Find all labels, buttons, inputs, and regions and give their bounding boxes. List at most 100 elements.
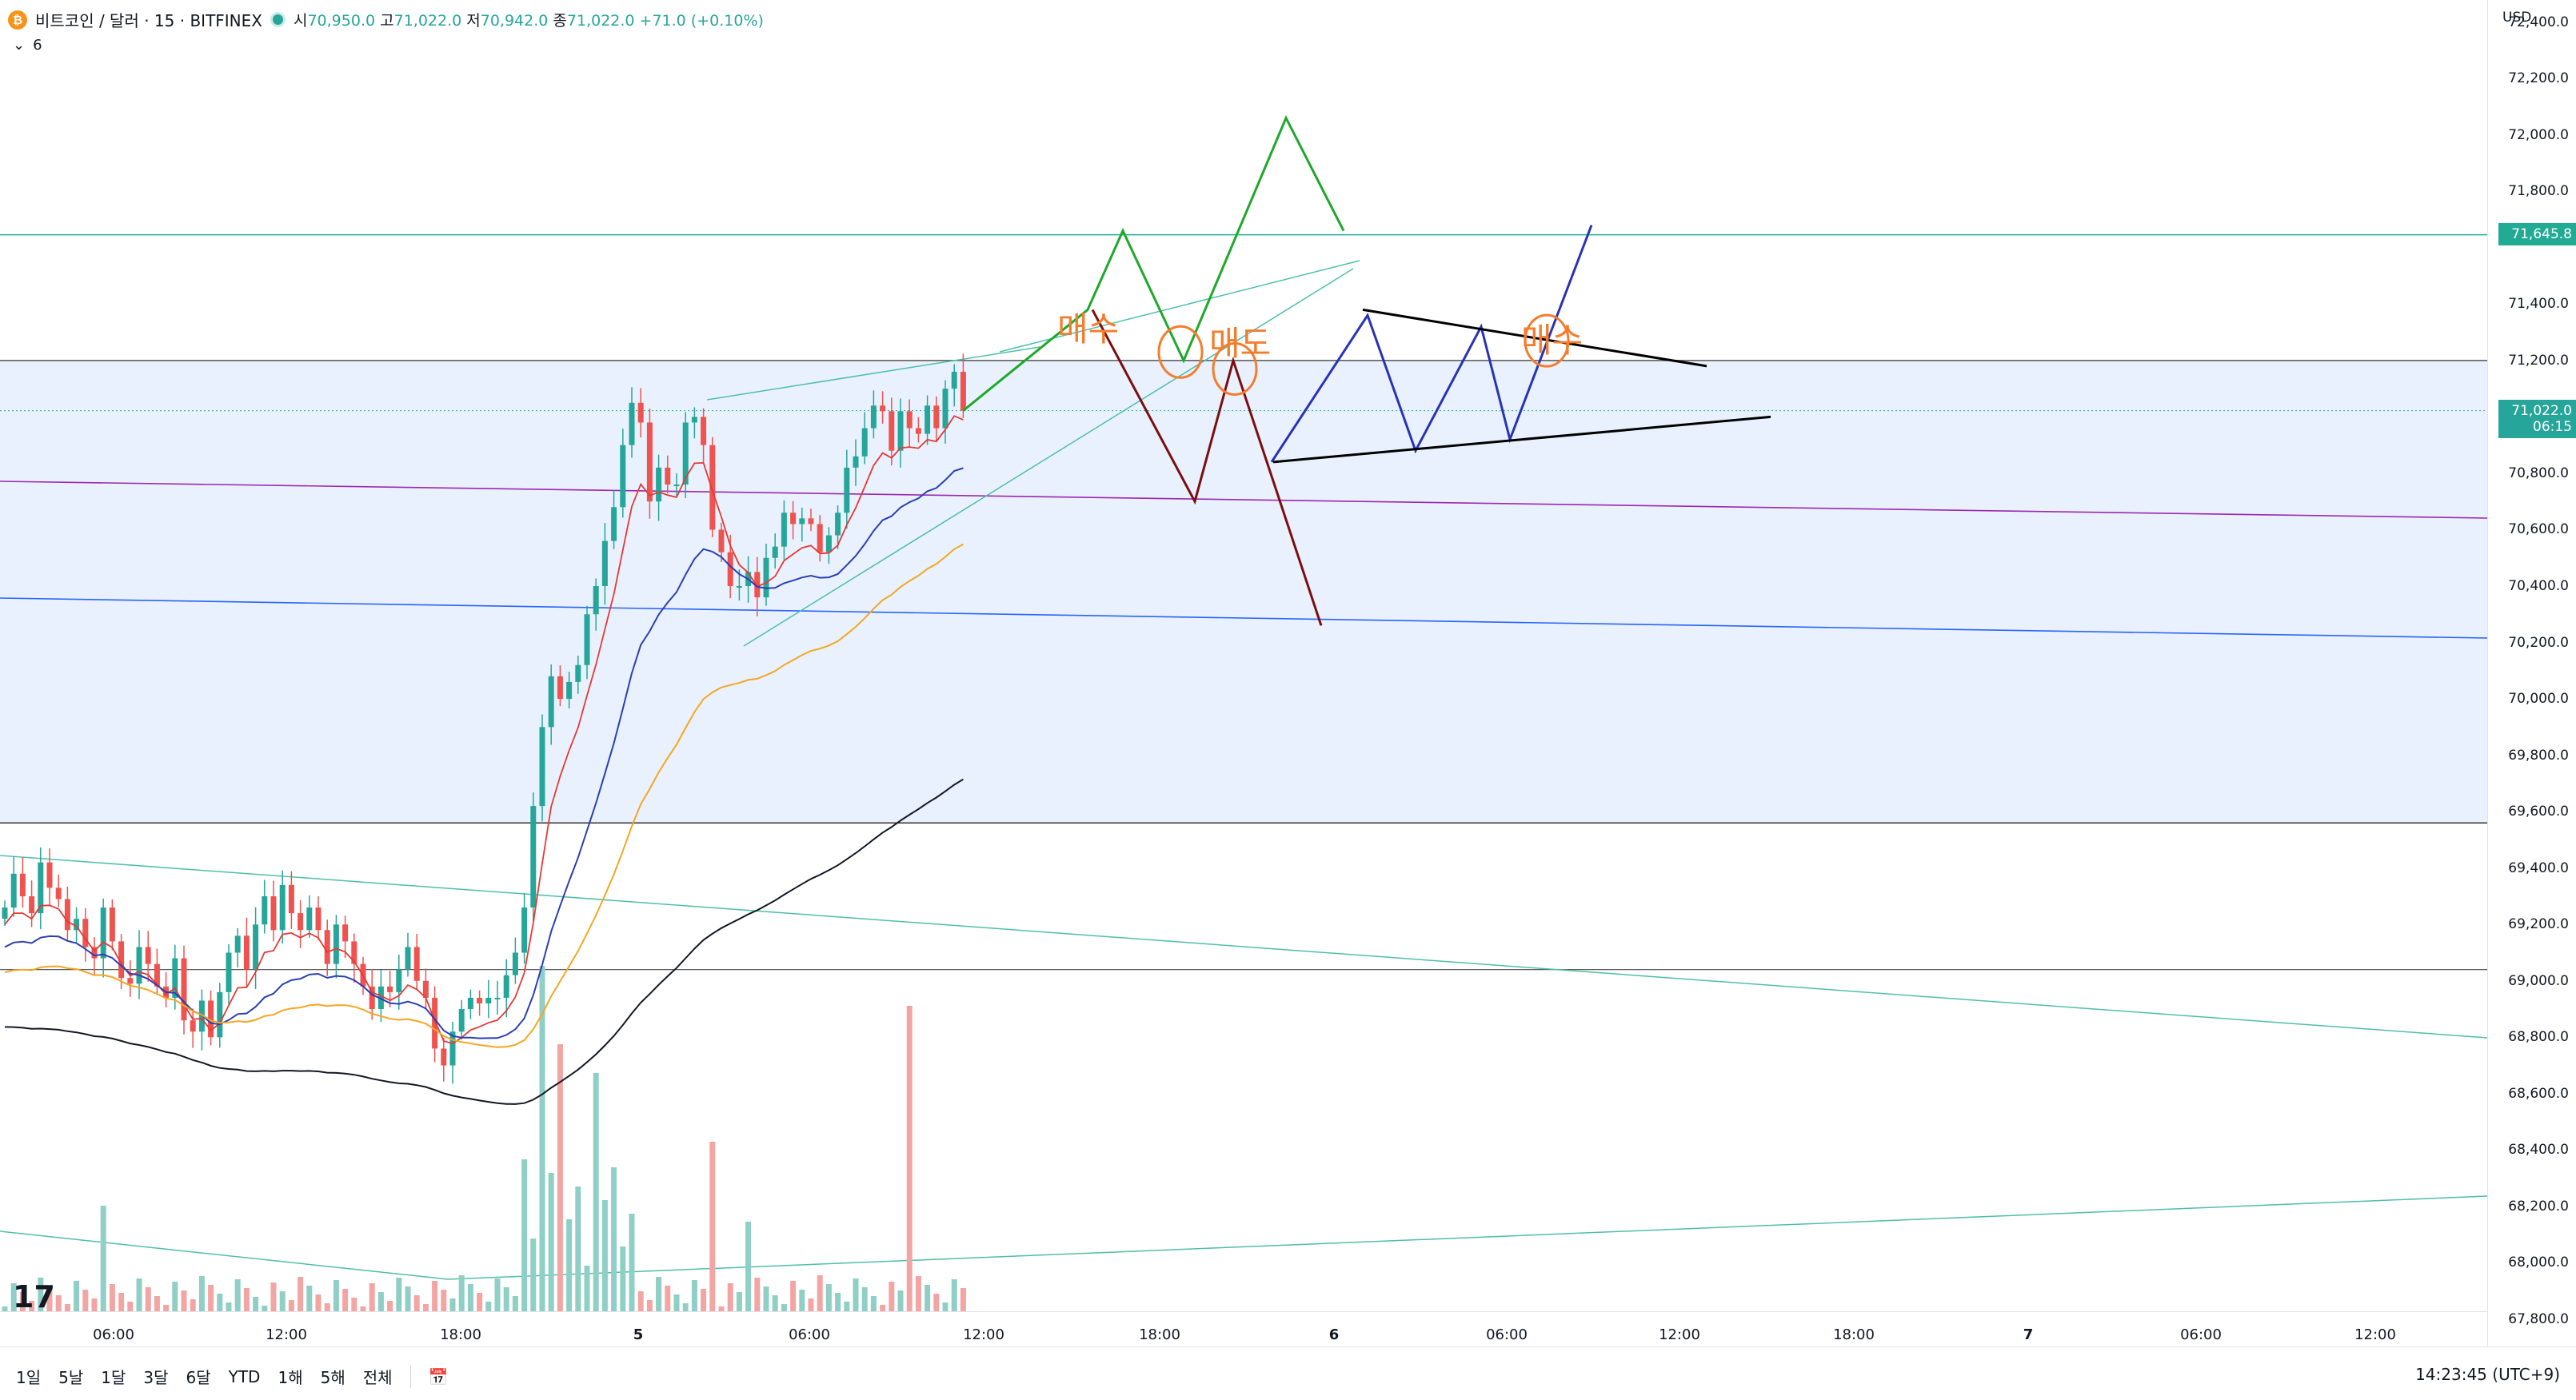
volume-bar	[351, 1298, 357, 1311]
candle-body	[593, 586, 599, 615]
range-button[interactable]: 전체	[362, 1368, 393, 1387]
time-tick-label: 06:00	[789, 1326, 830, 1343]
volume-bar	[270, 1282, 277, 1311]
time-axis[interactable]: 06:00 12:00 18:00 5 06:00 12:00 18:00 6 06:00 12:…	[0, 1311, 2487, 1347]
volume-bar	[432, 1281, 438, 1311]
range-button[interactable]: 1일	[16, 1368, 42, 1387]
volume-bar	[262, 1306, 268, 1311]
price-tick-label: 68,200.0	[2508, 1198, 2569, 1215]
trendline-blue	[0, 597, 2487, 639]
candle-body	[181, 958, 187, 1021]
price-axis[interactable]: USD 72,400.0 72,200.0 72,000.0 71,800.0 71,4…	[2487, 0, 2576, 1399]
range-button[interactable]: 5해	[320, 1368, 345, 1387]
candle-body	[754, 572, 761, 598]
chart-area[interactable]: ₿ 비트코인 / 달러 · 15 · BITFINEX 시70,950.0 고7…	[0, 0, 2487, 1311]
triangle-upper-line	[1362, 308, 1707, 368]
range-button[interactable]: 3달	[143, 1368, 169, 1387]
volume-bar	[915, 1276, 921, 1311]
candle-body	[629, 402, 635, 445]
candle-body	[503, 975, 509, 998]
tradingview-logo[interactable]: 17	[13, 1279, 55, 1311]
candle-body	[253, 924, 259, 970]
time-tick-label: 18:00	[440, 1326, 481, 1343]
volume-bar	[19, 1292, 26, 1311]
volume-bar	[315, 1294, 322, 1311]
volume-bar	[10, 1283, 17, 1311]
volume-bar	[691, 1280, 697, 1311]
volume-bar	[74, 1281, 80, 1311]
candle-body	[377, 986, 384, 1010]
volume-bar	[234, 1279, 241, 1311]
candle-body	[64, 899, 70, 931]
range-button[interactable]: YTD	[228, 1366, 261, 1386]
volume-bar	[861, 1287, 868, 1311]
candle-body	[727, 552, 733, 587]
volume-bar	[55, 1295, 62, 1311]
price-tick-label: 72,200.0	[2508, 70, 2569, 87]
candle-body	[387, 986, 393, 992]
candle-body	[422, 980, 429, 998]
volume-bar	[163, 1305, 170, 1311]
candle-body	[288, 884, 294, 914]
channel-upper	[706, 346, 1040, 401]
volume-bar	[951, 1279, 957, 1311]
volume-bar	[396, 1278, 402, 1311]
candle-body	[467, 997, 473, 1010]
indicator-toggle[interactable]: ⌄ 6	[13, 37, 42, 54]
trendline-teal-down	[0, 855, 2487, 1039]
volume-bar	[136, 1278, 142, 1311]
candle-body	[82, 919, 89, 947]
volume-bar	[449, 1298, 456, 1311]
range-button[interactable]: 1달	[101, 1368, 126, 1387]
candle-body	[682, 422, 689, 485]
highlight-zone	[0, 360, 2487, 824]
volume-bar	[458, 1275, 465, 1311]
volume-bar	[906, 1006, 913, 1311]
volume-bar	[369, 1283, 375, 1311]
volume-bar	[243, 1288, 250, 1311]
candle-body	[906, 411, 913, 429]
volume-bar	[333, 1280, 339, 1311]
volume-bar	[38, 1278, 44, 1311]
candle-body	[808, 518, 814, 525]
volume-bar	[226, 1302, 232, 1311]
candle-body	[601, 540, 608, 587]
candle-body	[530, 806, 537, 908]
trendline-teal-low	[0, 1230, 449, 1280]
volume-bar	[172, 1282, 178, 1311]
candle-body	[109, 907, 115, 942]
currency-button[interactable]: USD	[2502, 10, 2532, 26]
volume-bar	[673, 1294, 680, 1311]
volume-bar	[181, 1290, 187, 1311]
sell-annotation: 매도	[1209, 324, 1272, 363]
volume-bar	[933, 1294, 940, 1311]
buy-annotation-1: 매수	[1057, 309, 1120, 349]
volume-bar	[198, 1276, 205, 1311]
symbol-title[interactable]: 비트코인 / 달러 · 15 · BITFINEX	[35, 11, 262, 30]
range-button[interactable]: 6달	[186, 1368, 211, 1387]
volume-bar	[29, 1301, 35, 1311]
ohlc-key: 저	[466, 12, 481, 30]
chevron-down-icon[interactable]: ⌄	[13, 37, 26, 54]
candle-body	[566, 681, 573, 700]
clock[interactable]: 14:23:45 (UTC+9)	[2415, 1365, 2560, 1384]
time-tick-label: 06:00	[1486, 1326, 1528, 1343]
price-tick-label: 68,800.0	[2508, 1029, 2569, 1046]
volume-bar	[512, 1296, 518, 1311]
candle-body	[835, 513, 841, 536]
volume-bar	[118, 1293, 125, 1311]
candle-body	[646, 422, 653, 502]
range-button[interactable]: 1해	[278, 1368, 303, 1387]
price-chart-svg[interactable]	[0, 0, 2487, 1311]
volume-bar	[324, 1303, 330, 1311]
candle-body	[521, 907, 528, 953]
ema-fast-line	[4, 415, 964, 1045]
candle-body	[208, 1000, 214, 1038]
volume-bar	[701, 1289, 707, 1311]
volume-bar	[253, 1297, 259, 1311]
time-tick-label: 06:00	[93, 1326, 134, 1343]
candle-body	[262, 895, 268, 925]
calendar-icon[interactable]: 📅	[428, 1366, 449, 1386]
candle-body	[861, 428, 868, 457]
range-button[interactable]: 5날	[58, 1368, 84, 1387]
